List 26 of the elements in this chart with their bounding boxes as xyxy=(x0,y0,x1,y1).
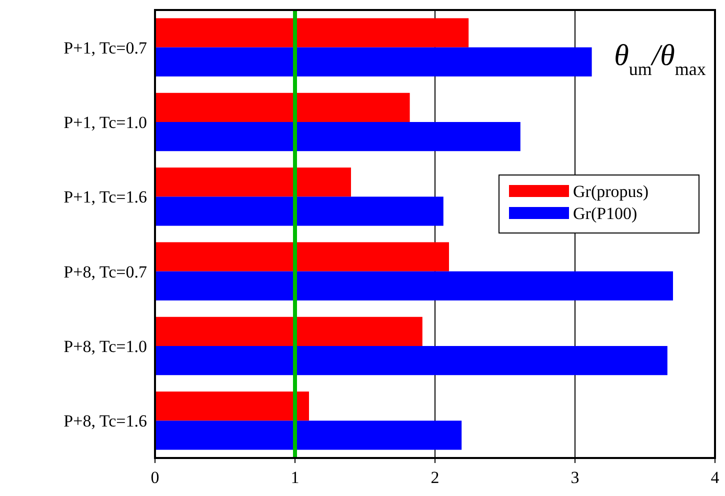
bar xyxy=(155,316,422,346)
bar xyxy=(155,346,668,376)
bar xyxy=(155,392,309,421)
bar xyxy=(155,242,449,272)
y-tick-label: P+1, Tc=1.6 xyxy=(64,188,147,207)
y-tick-label: P+1, Tc=1.0 xyxy=(64,113,147,132)
bar xyxy=(155,420,462,450)
y-tick-label: P+8, Tc=1.6 xyxy=(64,412,147,431)
bar xyxy=(155,18,469,48)
bar xyxy=(155,92,410,122)
x-tick-label: 3 xyxy=(570,468,580,487)
bar xyxy=(155,271,673,300)
x-tick-label: 1 xyxy=(290,468,300,487)
x-tick-label: 4 xyxy=(710,468,720,487)
legend-label: Gr(P100) xyxy=(573,204,638,223)
bar xyxy=(155,196,444,226)
y-tick-label: P+8, Tc=1.0 xyxy=(64,337,147,356)
legend-label: Gr(propus) xyxy=(573,182,649,201)
bar xyxy=(155,168,351,197)
x-tick-label: 2 xyxy=(430,468,440,487)
x-tick-label: 0 xyxy=(150,468,160,487)
annotation: θ$_{um}$/θ$_{max}$ xyxy=(614,39,706,79)
y-tick-label: P+1, Tc=0.7 xyxy=(64,38,148,58)
bar xyxy=(155,47,592,76)
bar xyxy=(155,122,520,152)
y-tick-label: P+8, Tc=0.7 xyxy=(64,262,148,282)
